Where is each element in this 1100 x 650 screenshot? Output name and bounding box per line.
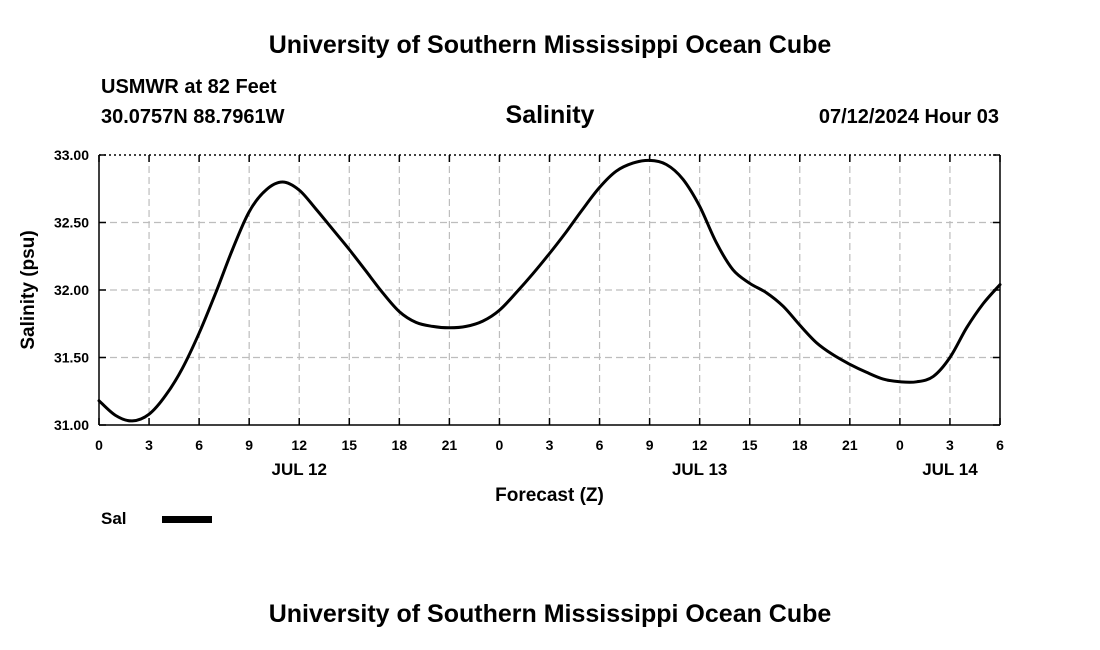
page-title-top: University of Southern Mississippi Ocean… [268, 31, 832, 59]
date-label: JUL 12 [271, 460, 326, 479]
x-tick-label: 18 [792, 437, 808, 453]
station-coordinates: 30.0757N 88.7961W [101, 106, 285, 128]
x-tick-label: 15 [742, 437, 758, 453]
chart-title: Salinity [505, 101, 595, 129]
y-tick-label: 31.50 [54, 350, 89, 366]
x-tick-label: 6 [596, 437, 604, 453]
forecast-timestamp: 07/12/2024 Hour 03 [818, 106, 999, 128]
x-tick-label: 9 [646, 437, 654, 453]
x-tick-label: 0 [896, 437, 904, 453]
legend-label: Sal [101, 509, 127, 528]
y-tick-label: 33.00 [54, 147, 89, 163]
y-axis-title: Salinity (psu) [18, 230, 39, 349]
x-tick-label: 12 [291, 437, 307, 453]
x-tick-label: 3 [946, 437, 954, 453]
x-axis-title: Forecast (Z) [495, 485, 604, 506]
date-label: JUL 14 [922, 460, 978, 479]
y-tick-label: 31.00 [54, 417, 89, 433]
x-tick-label: 0 [95, 437, 103, 453]
page-title-bottom: University of Southern Mississippi Ocean… [268, 600, 832, 628]
station-label: USMWR at 82 Feet [101, 76, 277, 98]
x-tick-label: 21 [442, 437, 458, 453]
x-tick-label: 18 [392, 437, 408, 453]
legend-swatch [162, 516, 212, 523]
x-tick-label: 3 [145, 437, 153, 453]
x-tick-label: 12 [692, 437, 708, 453]
series-line-sal [97, 158, 1002, 423]
x-tick-label: 0 [496, 437, 504, 453]
date-label: JUL 13 [672, 460, 727, 479]
x-tick-label: 9 [245, 437, 253, 453]
x-tick-label: 6 [996, 437, 1004, 453]
y-tick-label: 32.50 [54, 215, 89, 231]
x-tick-label: 3 [546, 437, 554, 453]
y-tick-label: 32.00 [54, 282, 89, 298]
x-tick-label: 6 [195, 437, 203, 453]
x-tick-label: 15 [341, 437, 357, 453]
x-tick-label: 21 [842, 437, 858, 453]
